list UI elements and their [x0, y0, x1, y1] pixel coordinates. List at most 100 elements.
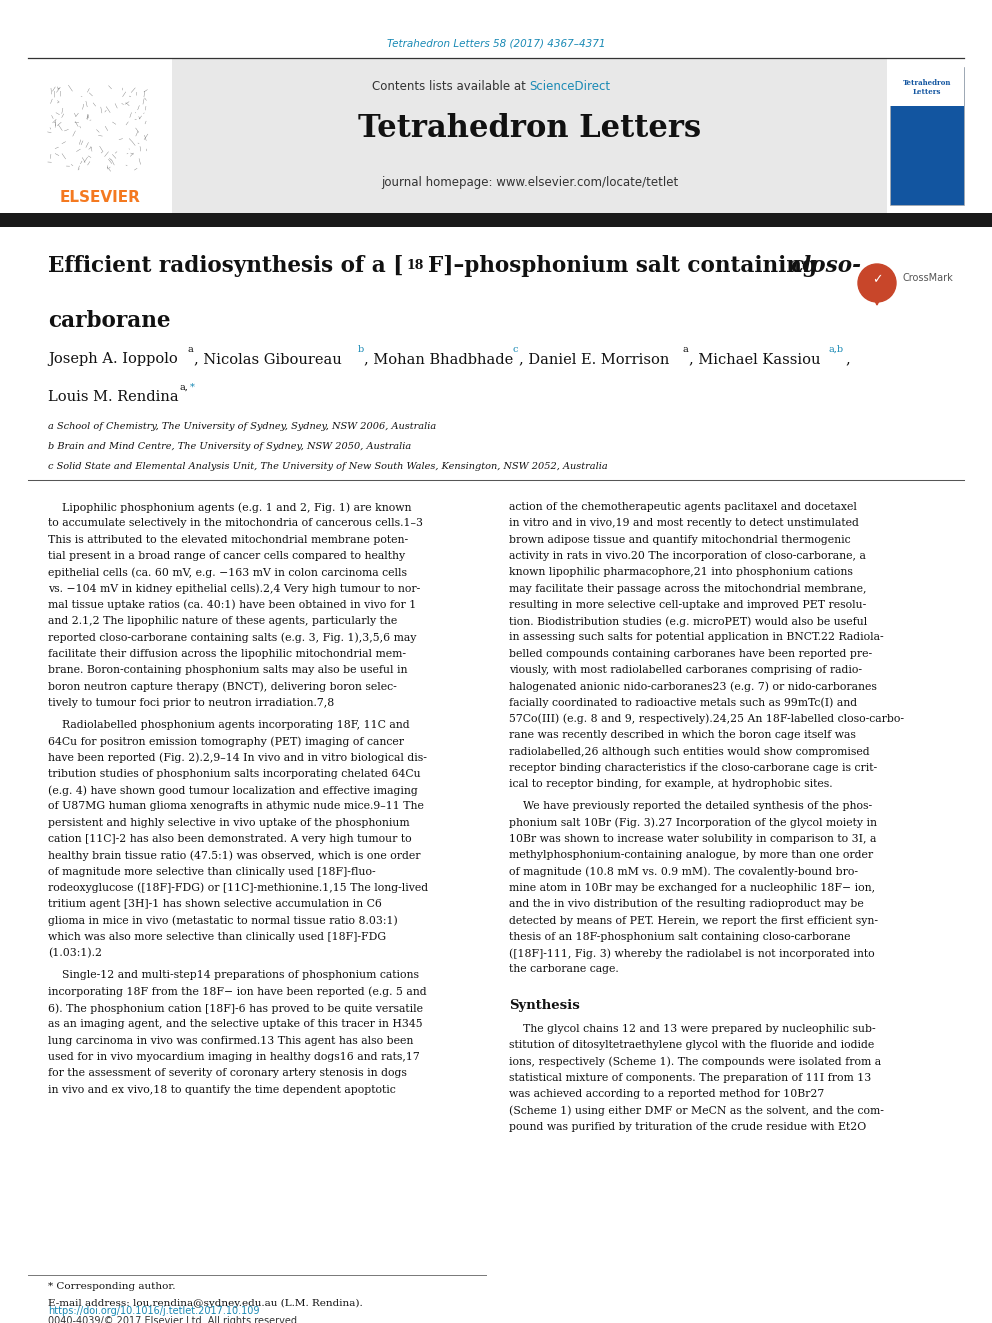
- Text: , Mohan Bhadbhade: , Mohan Bhadbhade: [364, 352, 518, 366]
- Text: brane. Boron-containing phosphonium salts may also be useful in: brane. Boron-containing phosphonium salt…: [48, 665, 408, 675]
- Text: may facilitate their passage across the mitochondrial membrane,: may facilitate their passage across the …: [509, 583, 866, 594]
- Text: ([18F]-111, Fig. 3) whereby the radiolabel is not incorporated into: ([18F]-111, Fig. 3) whereby the radiolab…: [509, 949, 875, 959]
- Text: , Daniel E. Morrison: , Daniel E. Morrison: [519, 352, 669, 366]
- Text: of magnitude (10.8 mM vs. 0.9 mM). The covalently-bound bro-: of magnitude (10.8 mM vs. 0.9 mM). The c…: [509, 867, 858, 877]
- Text: This is attributed to the elevated mitochondrial membrane poten-: This is attributed to the elevated mitoc…: [48, 534, 408, 545]
- Text: detected by means of PET. Herein, we report the first efficient syn-: detected by means of PET. Herein, we rep…: [509, 916, 878, 926]
- Polygon shape: [869, 288, 885, 306]
- Text: a: a: [187, 345, 193, 355]
- Text: brown adipose tissue and quantify mitochondrial thermogenic: brown adipose tissue and quantify mitoch…: [509, 534, 850, 545]
- Text: The glycol chains 12 and 13 were prepared by nucleophilic sub-: The glycol chains 12 and 13 were prepare…: [509, 1024, 876, 1033]
- Text: lung carcinoma in vivo was confirmed.13 This agent has also been: lung carcinoma in vivo was confirmed.13 …: [48, 1036, 414, 1045]
- Text: tial present in a broad range of cancer cells compared to healthy: tial present in a broad range of cancer …: [48, 550, 405, 561]
- Text: 57Co(III) (e.g. 8 and 9, respectively).24,25 An 18F-labelled closo-carbo-: 57Co(III) (e.g. 8 and 9, respectively).2…: [509, 714, 904, 725]
- Text: ✓: ✓: [872, 274, 882, 287]
- Text: a,b: a,b: [828, 345, 843, 355]
- Text: tribution studies of phosphonium salts incorporating chelated 64Cu: tribution studies of phosphonium salts i…: [48, 769, 421, 779]
- Text: 0040-4039/© 2017 Elsevier Ltd. All rights reserved.: 0040-4039/© 2017 Elsevier Ltd. All right…: [48, 1316, 300, 1323]
- Text: which was also more selective than clinically used [18F]-FDG: which was also more selective than clini…: [48, 931, 386, 942]
- Text: *: *: [190, 382, 195, 392]
- Text: a,: a,: [180, 382, 188, 392]
- Text: have been reported (Fig. 2).2,9–14 In vivo and in vitro biological dis-: have been reported (Fig. 2).2,9–14 In vi…: [48, 753, 427, 763]
- Text: https://doi.org/10.1016/j.tetlet.2017.10.109: https://doi.org/10.1016/j.tetlet.2017.10…: [48, 1306, 260, 1316]
- Text: * Corresponding author.: * Corresponding author.: [48, 1282, 176, 1291]
- Text: 10Br was shown to increase water solubility in comparison to 3I, a: 10Br was shown to increase water solubil…: [509, 833, 876, 844]
- Text: c: c: [512, 345, 518, 355]
- Text: to accumulate selectively in the mitochondria of cancerous cells.1–3: to accumulate selectively in the mitocho…: [48, 519, 423, 528]
- Text: 6). The phosphonium cation [18F]-6 has proved to be quite versatile: 6). The phosphonium cation [18F]-6 has p…: [48, 1003, 423, 1013]
- Text: carborane: carborane: [48, 310, 171, 332]
- Text: E-mail address: lou.rendina@sydney.edu.au (L.M. Rendina).: E-mail address: lou.rendina@sydney.edu.a…: [48, 1299, 363, 1308]
- Text: epithelial cells (ca. 60 mV, e.g. −163 mV in colon carcinoma cells: epithelial cells (ca. 60 mV, e.g. −163 m…: [48, 568, 407, 578]
- Text: and 2.1,2 The lipophilic nature of these agents, particularly the: and 2.1,2 The lipophilic nature of these…: [48, 617, 397, 626]
- Text: Efficient radiosynthesis of a [: Efficient radiosynthesis of a [: [48, 255, 404, 277]
- Text: stitution of ditosyltetraethylene glycol with the fluoride and iodide: stitution of ditosyltetraethylene glycol…: [509, 1040, 874, 1050]
- Text: Joseph A. Ioppolo: Joseph A. Ioppolo: [48, 352, 178, 366]
- Text: was achieved according to a reported method for 10Br27: was achieved according to a reported met…: [509, 1089, 824, 1099]
- Text: Tetrahedron Letters 58 (2017) 4367–4371: Tetrahedron Letters 58 (2017) 4367–4371: [387, 38, 605, 48]
- Text: Tetrahedron Letters: Tetrahedron Letters: [358, 112, 701, 144]
- Text: in vitro and in vivo,19 and most recently to detect unstimulated: in vitro and in vivo,19 and most recentl…: [509, 519, 859, 528]
- Text: methylphosphonium-containing analogue, by more than one order: methylphosphonium-containing analogue, b…: [509, 851, 873, 860]
- Text: a: a: [682, 345, 688, 355]
- Bar: [172, 58, 887, 213]
- Text: receptor binding characteristics if the closo-carborane cage is crit-: receptor binding characteristics if the …: [509, 763, 877, 773]
- Text: c Solid State and Elemental Analysis Unit, The University of New South Wales, Ke: c Solid State and Elemental Analysis Uni…: [48, 462, 608, 471]
- Text: incorporating 18F from the 18F− ion have been reported (e.g. 5 and: incorporating 18F from the 18F− ion have…: [48, 987, 427, 998]
- Text: Louis M. Rendina: Louis M. Rendina: [48, 390, 179, 404]
- Text: closo-: closo-: [790, 255, 861, 277]
- Text: viously, with most radiolabelled carboranes comprising of radio-: viously, with most radiolabelled carbora…: [509, 665, 862, 675]
- Text: (1.03:1).2: (1.03:1).2: [48, 949, 102, 958]
- Text: Lipophilic phosphonium agents (e.g. 1 and 2, Fig. 1) are known: Lipophilic phosphonium agents (e.g. 1 an…: [48, 501, 412, 512]
- Text: (Scheme 1) using either DMF or MeCN as the solvent, and the com-: (Scheme 1) using either DMF or MeCN as t…: [509, 1105, 884, 1115]
- Bar: [890, 67, 964, 106]
- Text: mine atom in 10Br may be exchanged for a nucleophilic 18F− ion,: mine atom in 10Br may be exchanged for a…: [509, 882, 875, 893]
- Text: as an imaging agent, and the selective uptake of this tracer in H345: as an imaging agent, and the selective u…: [48, 1019, 423, 1029]
- Text: pound was purified by trituration of the crude residue with Et2O: pound was purified by trituration of the…: [509, 1122, 866, 1131]
- Text: glioma in mice in vivo (metastatic to normal tissue ratio 8.03:1): glioma in mice in vivo (metastatic to no…: [48, 916, 398, 926]
- Text: resulting in more selective cell-uptake and improved PET resolu-: resulting in more selective cell-uptake …: [509, 599, 866, 610]
- Text: radiolabelled,26 although such entities would show compromised: radiolabelled,26 although such entities …: [509, 746, 870, 757]
- Text: ,: ,: [846, 352, 851, 366]
- Text: of U87MG human glioma xenografts in athymic nude mice.9–11 The: of U87MG human glioma xenografts in athy…: [48, 802, 424, 811]
- Text: healthy brain tissue ratio (47.5:1) was observed, which is one order: healthy brain tissue ratio (47.5:1) was …: [48, 851, 421, 861]
- Text: Contents lists available at: Contents lists available at: [372, 79, 530, 93]
- Text: b: b: [358, 345, 364, 355]
- Text: used for in vivo myocardium imaging in healthy dogs16 and rats,17: used for in vivo myocardium imaging in h…: [48, 1052, 420, 1062]
- Text: a School of Chemistry, The University of Sydney, Sydney, NSW 2006, Australia: a School of Chemistry, The University of…: [48, 422, 436, 431]
- Text: of magnitude more selective than clinically used [18F]-fluo-: of magnitude more selective than clinica…: [48, 867, 376, 877]
- Text: Radiolabelled phosphonium agents incorporating 18F, 11C and: Radiolabelled phosphonium agents incorpo…: [48, 720, 410, 730]
- Text: ScienceDirect: ScienceDirect: [530, 79, 611, 93]
- Text: rane was recently described in which the boron cage itself was: rane was recently described in which the…: [509, 730, 856, 740]
- Text: thesis of an 18F-phosphonium salt containing closo-carborane: thesis of an 18F-phosphonium salt contai…: [509, 931, 850, 942]
- Text: halogenated anionic nido-carboranes23 (e.g. 7) or nido-carboranes: halogenated anionic nido-carboranes23 (e…: [509, 681, 877, 692]
- Text: Single-12 and multi-step14 preparations of phosphonium cations: Single-12 and multi-step14 preparations …: [48, 970, 419, 980]
- Text: boron neutron capture therapy (BNCT), delivering boron selec-: boron neutron capture therapy (BNCT), de…: [48, 681, 397, 692]
- Text: in assessing such salts for potential application in BNCT.22 Radiola-: in assessing such salts for potential ap…: [509, 632, 884, 643]
- Text: cation [11C]-2 has also been demonstrated. A very high tumour to: cation [11C]-2 has also been demonstrate…: [48, 833, 412, 844]
- Text: , Michael Kassiou: , Michael Kassiou: [689, 352, 820, 366]
- Bar: [28, 75, 172, 194]
- Text: facilitate their diffusion across the lipophilic mitochondrial mem-: facilitate their diffusion across the li…: [48, 648, 406, 659]
- Text: rodeoxyglucose ([18F]-FDG) or [11C]-methionine.1,15 The long-lived: rodeoxyglucose ([18F]-FDG) or [11C]-meth…: [48, 882, 429, 893]
- Text: facially coordinated to radioactive metals such as 99mTc(I) and: facially coordinated to radioactive meta…: [509, 697, 857, 708]
- Text: Synthesis: Synthesis: [509, 999, 579, 1012]
- Text: statistical mixture of components. The preparation of 11I from 13: statistical mixture of components. The p…: [509, 1073, 871, 1082]
- Text: We have previously reported the detailed synthesis of the phos-: We have previously reported the detailed…: [509, 802, 872, 811]
- Text: persistent and highly selective in vivo uptake of the phosphonium: persistent and highly selective in vivo …: [48, 818, 410, 828]
- Text: mal tissue uptake ratios (ca. 40:1) have been obtained in vivo for 1: mal tissue uptake ratios (ca. 40:1) have…: [48, 599, 417, 610]
- Text: vs. −104 mV in kidney epithelial cells).2,4 Very high tumour to nor-: vs. −104 mV in kidney epithelial cells).…: [48, 583, 421, 594]
- Text: Tetrahedron
Letters: Tetrahedron Letters: [903, 79, 951, 97]
- Text: and the in vivo distribution of the resulting radioproduct may be: and the in vivo distribution of the resu…: [509, 900, 864, 909]
- Text: for the assessment of severity of coronary artery stenosis in dogs: for the assessment of severity of corona…: [48, 1068, 407, 1078]
- Text: reported closo-carborane containing salts (e.g. 3, Fig. 1),3,5,6 may: reported closo-carborane containing salt…: [48, 632, 417, 643]
- Text: CrossMark: CrossMark: [902, 273, 952, 283]
- Bar: [0, 213, 992, 228]
- Text: ELSEVIER: ELSEVIER: [60, 191, 141, 205]
- Text: 18: 18: [406, 259, 424, 273]
- Text: phonium salt 10Br (Fig. 3).27 Incorporation of the glycol moiety in: phonium salt 10Br (Fig. 3).27 Incorporat…: [509, 818, 877, 828]
- Text: tritium agent [3H]-1 has shown selective accumulation in C6: tritium agent [3H]-1 has shown selective…: [48, 900, 382, 909]
- Text: belled compounds containing carboranes have been reported pre-: belled compounds containing carboranes h…: [509, 648, 872, 659]
- Text: action of the chemotherapeutic agents paclitaxel and docetaxel: action of the chemotherapeutic agents pa…: [509, 501, 857, 512]
- Text: 64Cu for positron emission tomography (PET) imaging of cancer: 64Cu for positron emission tomography (P…: [48, 736, 404, 746]
